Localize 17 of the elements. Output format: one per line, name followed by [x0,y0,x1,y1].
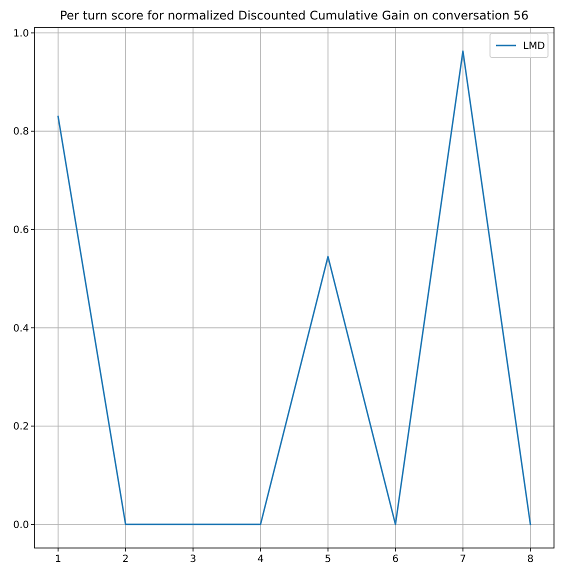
y-tick-label: 0.4 [13,323,29,334]
x-tick-label: 4 [257,554,264,565]
y-tick-label: 1.0 [13,28,29,40]
y-tick-label: 0.6 [13,225,29,236]
x-tick-label: 7 [460,554,466,565]
x-tick-label: 2 [122,554,129,565]
line-series [57,50,532,526]
x-tick-label: 3 [190,554,196,565]
y-tick-label: 0.8 [13,126,29,138]
x-tick-label: 5 [324,554,332,565]
x-tick-label: 8 [527,554,534,565]
x-tick-label: 6 [392,554,399,565]
y-tick-label: 0.0 [13,520,29,531]
y-tick-label: 0.2 [13,422,29,433]
x-tick-label: 1 [54,554,62,565]
chart-title: Per turn score for normalized Discounted Cumulative Gain on conversation 56 [60,8,529,22]
legend-label: LMD [523,41,546,52]
